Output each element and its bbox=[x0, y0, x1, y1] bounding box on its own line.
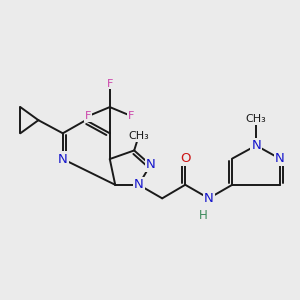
Text: N: N bbox=[134, 178, 144, 191]
Text: N: N bbox=[146, 158, 155, 171]
Text: N: N bbox=[251, 139, 261, 152]
Text: F: F bbox=[128, 111, 135, 121]
Text: N: N bbox=[275, 152, 284, 165]
Text: F: F bbox=[85, 111, 91, 121]
Text: CH₃: CH₃ bbox=[246, 114, 266, 124]
Text: O: O bbox=[180, 152, 190, 165]
Text: CH₃: CH₃ bbox=[128, 131, 149, 141]
Text: H: H bbox=[199, 209, 208, 222]
Text: N: N bbox=[58, 152, 68, 166]
Text: F: F bbox=[106, 79, 113, 88]
Text: N: N bbox=[204, 192, 214, 205]
